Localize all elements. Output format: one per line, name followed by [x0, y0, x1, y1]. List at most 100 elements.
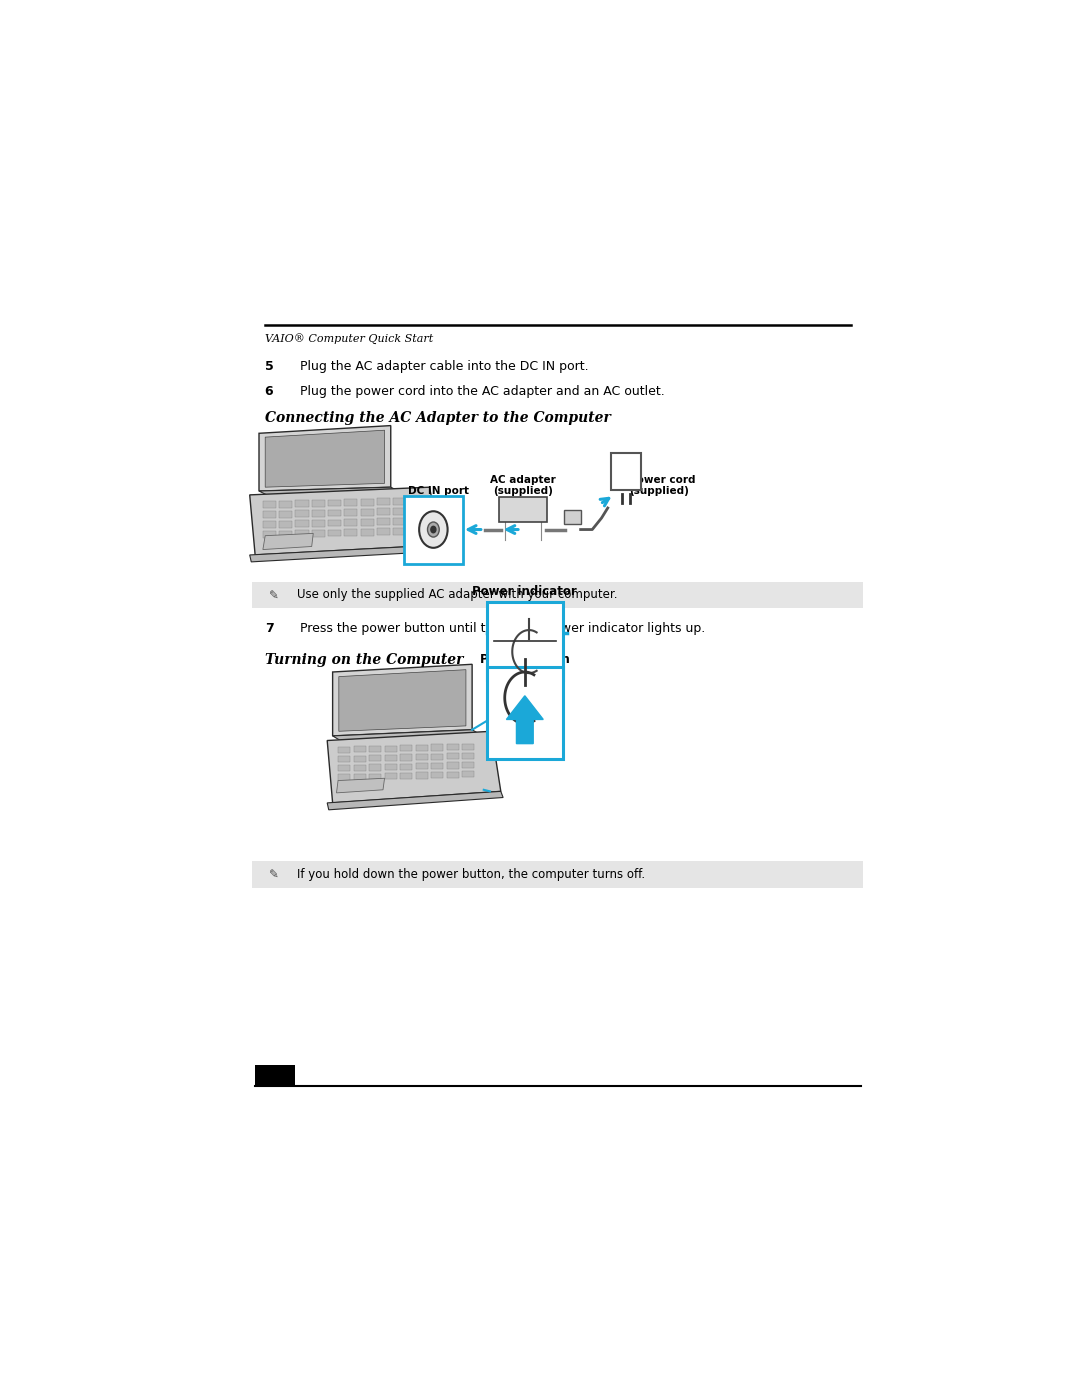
Polygon shape: [400, 773, 413, 780]
Polygon shape: [416, 754, 428, 760]
Polygon shape: [328, 500, 341, 507]
FancyBboxPatch shape: [564, 510, 581, 524]
Polygon shape: [345, 529, 357, 536]
Polygon shape: [369, 774, 381, 780]
Polygon shape: [353, 756, 366, 761]
Polygon shape: [377, 509, 390, 515]
Polygon shape: [333, 665, 472, 736]
Polygon shape: [279, 500, 293, 507]
Polygon shape: [462, 743, 474, 750]
Polygon shape: [431, 745, 444, 750]
Polygon shape: [279, 511, 293, 518]
Circle shape: [419, 511, 447, 548]
Polygon shape: [327, 731, 501, 803]
Polygon shape: [262, 502, 276, 509]
Polygon shape: [333, 729, 480, 740]
Text: Press the power button until the green power indicator lights up.: Press the power button until the green p…: [300, 622, 705, 636]
Polygon shape: [400, 745, 413, 752]
Polygon shape: [400, 754, 413, 760]
Polygon shape: [312, 510, 325, 517]
FancyBboxPatch shape: [404, 496, 463, 563]
Polygon shape: [361, 509, 374, 515]
Text: ✎: ✎: [269, 868, 279, 882]
Polygon shape: [338, 766, 350, 771]
Polygon shape: [338, 746, 350, 753]
Polygon shape: [279, 531, 293, 538]
Polygon shape: [369, 764, 381, 771]
Text: ✎: ✎: [269, 588, 279, 602]
Polygon shape: [446, 771, 459, 778]
Polygon shape: [393, 518, 406, 525]
Polygon shape: [377, 518, 390, 525]
FancyBboxPatch shape: [253, 583, 863, 608]
Text: Use only the supplied AC adapter with your computer.: Use only the supplied AC adapter with yo…: [297, 588, 617, 602]
Polygon shape: [353, 774, 366, 780]
Polygon shape: [249, 545, 444, 562]
Polygon shape: [312, 500, 325, 507]
Polygon shape: [262, 534, 313, 549]
Text: DC IN port: DC IN port: [408, 486, 469, 496]
Polygon shape: [361, 529, 374, 535]
Polygon shape: [393, 509, 406, 515]
Polygon shape: [266, 430, 384, 488]
Polygon shape: [262, 521, 276, 528]
Polygon shape: [259, 488, 399, 495]
Polygon shape: [337, 778, 384, 793]
Polygon shape: [296, 531, 309, 538]
FancyBboxPatch shape: [499, 497, 548, 522]
Polygon shape: [353, 764, 366, 771]
Circle shape: [428, 522, 440, 536]
Polygon shape: [416, 773, 428, 778]
Text: Plug the power cord into the AC adapter and an AC outlet.: Plug the power cord into the AC adapter …: [300, 384, 664, 398]
Polygon shape: [361, 518, 374, 525]
FancyBboxPatch shape: [611, 453, 642, 490]
Polygon shape: [312, 520, 325, 527]
Polygon shape: [462, 763, 474, 768]
Polygon shape: [249, 488, 441, 555]
Text: AC adapter
(supplied): AC adapter (supplied): [490, 475, 556, 496]
Polygon shape: [339, 669, 465, 731]
Polygon shape: [279, 521, 293, 528]
Polygon shape: [377, 528, 390, 535]
Polygon shape: [446, 745, 459, 750]
Text: Turning on the Computer: Turning on the Computer: [265, 652, 463, 666]
Text: Connecting the AC Adapter to the Computer: Connecting the AC Adapter to the Compute…: [265, 411, 610, 425]
Text: Power button: Power button: [480, 652, 570, 666]
Polygon shape: [345, 509, 357, 515]
Text: Power cord
(supplied): Power cord (supplied): [630, 475, 696, 496]
Polygon shape: [393, 497, 406, 504]
Polygon shape: [400, 764, 413, 770]
FancyBboxPatch shape: [253, 861, 863, 888]
FancyBboxPatch shape: [487, 666, 563, 759]
Polygon shape: [377, 499, 390, 506]
Text: 22: 22: [266, 1069, 284, 1081]
Text: Plug the AC adapter cable into the DC IN port.: Plug the AC adapter cable into the DC IN…: [300, 360, 589, 373]
Polygon shape: [296, 500, 309, 507]
Polygon shape: [345, 520, 357, 527]
Polygon shape: [345, 499, 357, 506]
Polygon shape: [446, 763, 459, 768]
Text: If you hold down the power button, the computer turns off.: If you hold down the power button, the c…: [297, 868, 645, 882]
Text: Power indicator: Power indicator: [472, 585, 577, 598]
Polygon shape: [296, 520, 309, 527]
Polygon shape: [507, 696, 543, 743]
Polygon shape: [312, 529, 325, 536]
Polygon shape: [369, 746, 381, 752]
Polygon shape: [262, 531, 276, 538]
FancyBboxPatch shape: [487, 602, 563, 680]
Polygon shape: [416, 745, 428, 752]
Polygon shape: [384, 754, 397, 761]
Polygon shape: [353, 746, 366, 753]
Polygon shape: [431, 763, 444, 768]
Polygon shape: [384, 774, 397, 780]
Polygon shape: [369, 756, 381, 761]
Text: 5: 5: [265, 360, 273, 373]
Text: 6: 6: [265, 384, 273, 398]
Polygon shape: [384, 764, 397, 770]
Text: 7: 7: [265, 622, 273, 636]
Circle shape: [431, 527, 436, 532]
Polygon shape: [338, 774, 350, 781]
Polygon shape: [431, 753, 444, 760]
Polygon shape: [296, 510, 309, 517]
Polygon shape: [327, 791, 503, 810]
